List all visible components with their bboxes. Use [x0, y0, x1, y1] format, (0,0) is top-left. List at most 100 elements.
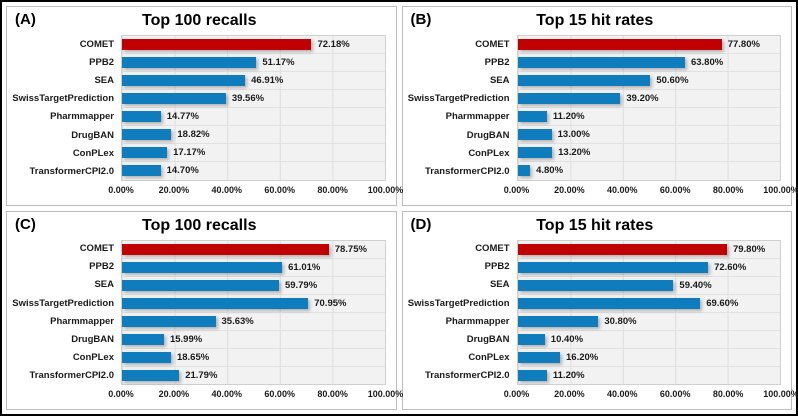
- category-label: SwissTargetPrediction: [407, 93, 510, 105]
- bar-row: 4.80%: [517, 162, 781, 179]
- bar: [517, 75, 651, 87]
- x-tick-label: 80.00%: [712, 389, 744, 399]
- chart-title: Top 100 recalls: [142, 216, 257, 234]
- bar-value-label: 13.00%: [557, 129, 590, 141]
- x-axis-track: 0.00% 20.00% 40.00% 60.00% 80.00% 100.00%: [504, 184, 798, 200]
- category-label: PPB2: [89, 261, 114, 273]
- bar: [122, 129, 172, 141]
- bar-row: 51.17%: [122, 54, 385, 73]
- panel-label: (C): [15, 215, 36, 233]
- x-tick-label: 60.00%: [264, 184, 295, 195]
- bar-row: 69.60%: [517, 295, 780, 313]
- x-tick-label: 40.00%: [607, 389, 638, 399]
- bar-row: 15.99%: [122, 331, 385, 349]
- category-label: Pharmmapper: [445, 111, 510, 123]
- bar-row: 39.56%: [122, 90, 385, 109]
- bar-value-label: 79.80%: [732, 243, 766, 255]
- chart-body: COMET PPB2 SEA SwissTargetPrediction Pharmma…: [407, 35, 781, 181]
- category-label: SwissTargetPrediction: [407, 297, 510, 309]
- bar-value-label: 77.80%: [727, 39, 760, 51]
- bar-row: 11.20%: [517, 108, 780, 127]
- bar: [122, 75, 246, 87]
- bar-value-label: 51.17%: [262, 57, 295, 69]
- category-labels: COMET PPB2 SEA SwissTargetPrediction Pharmma…: [12, 35, 121, 181]
- x-tick-label: 100.00%: [763, 389, 798, 399]
- chart-panel: (D) Top 15 hit rates COMET PPB2 SEA SwissTarg…: [401, 210, 798, 410]
- bar: [517, 243, 727, 255]
- category-label: PPB2: [484, 56, 510, 68]
- category-label: Pharmmapper: [50, 111, 114, 123]
- category-label: COMET: [475, 243, 510, 255]
- bar: [517, 261, 709, 273]
- panel-label: (A): [15, 11, 36, 28]
- category-label: PPB2: [89, 56, 114, 68]
- x-tick-label: 0.00%: [108, 184, 134, 195]
- bar-row: 17.17%: [122, 144, 385, 163]
- bar-row: 78.75%: [122, 241, 385, 259]
- bar-value-label: 4.80%: [536, 165, 564, 177]
- category-label: ConPLex: [468, 147, 510, 159]
- bar-value-label: 16.20%: [566, 351, 599, 363]
- bar-value-label: 78.75%: [334, 243, 367, 255]
- bar-value-label: 61.01%: [288, 261, 321, 273]
- category-label: ConPLex: [72, 147, 114, 159]
- x-tick-label: 60.00%: [659, 389, 691, 399]
- x-axis-track: 0.00% 20.00% 40.00% 60.00% 80.00% 100.00%: [504, 388, 798, 404]
- bar-row: 21.79%: [122, 367, 385, 384]
- category-label: Pharmmapper: [445, 315, 510, 327]
- category-label: TransformerCPI2.0: [425, 370, 510, 382]
- panel-label: (B): [410, 11, 432, 28]
- panel-header: (C) Top 100 recalls: [13, 216, 386, 239]
- bar: [122, 315, 216, 327]
- bar-row: 14.70%: [122, 162, 385, 179]
- chart-body: COMET PPB2 SEA SwissTargetPrediction Pharmma…: [407, 239, 781, 385]
- bar-value-label: 11.20%: [552, 111, 585, 123]
- bar: [517, 351, 561, 363]
- chart-panel: (C) Top 100 recalls COMET PPB2 SEA SwissTarge…: [6, 210, 403, 410]
- x-tick-label: 40.00%: [211, 184, 243, 195]
- bar: [122, 93, 226, 105]
- bar-value-label: 72.18%: [317, 39, 350, 51]
- bar-row: 70.95%: [122, 295, 385, 313]
- bar-value-label: 35.63%: [221, 315, 254, 327]
- bar-row: 18.82%: [122, 126, 385, 145]
- x-axis: 0.00% 20.00% 40.00% 60.00% 80.00% 100.00%: [409, 184, 798, 200]
- bar-value-label: 14.70%: [166, 165, 199, 177]
- bar-value-label: 17.17%: [173, 147, 206, 159]
- bar: [517, 111, 547, 123]
- x-axis-spacer: [409, 388, 517, 404]
- bar: [517, 39, 722, 51]
- x-tick-label: 60.00%: [659, 184, 691, 195]
- bar-value-label: 69.60%: [706, 297, 739, 309]
- bar-row: 72.18%: [122, 36, 385, 55]
- panel-header: (B) Top 15 hit rates: [409, 11, 782, 34]
- bar-row: 39.20%: [517, 90, 780, 109]
- bar-value-label: 18.65%: [176, 351, 210, 363]
- bar-row: 79.80%: [517, 241, 780, 259]
- bar-row: 13.00%: [517, 126, 780, 145]
- x-tick-label: 100.00%: [367, 389, 404, 399]
- x-tick-label: 80.00%: [317, 184, 348, 195]
- bar: [122, 39, 312, 51]
- plot-area: 72.18% 51.17% 46.91% 39.56% 14.77% 18.82% 17.1…: [121, 35, 386, 181]
- bar-row: 46.91%: [122, 72, 385, 91]
- category-label: TransformerCPI2.0: [29, 370, 114, 382]
- category-label: COMET: [79, 38, 114, 50]
- bar-row: 77.80%: [517, 36, 780, 55]
- category-label: COMET: [475, 38, 510, 50]
- bar-row: 61.01%: [122, 259, 385, 277]
- bar: [122, 261, 283, 273]
- bar: [517, 57, 685, 69]
- bar-value-label: 13.20%: [558, 147, 591, 159]
- category-label: DrugBAN: [71, 334, 114, 346]
- category-label: SEA: [94, 74, 114, 86]
- x-tick-label: 100.00%: [367, 184, 404, 195]
- category-labels: COMET PPB2 SEA SwissTargetPrediction Pharmma…: [12, 240, 121, 386]
- bar: [517, 315, 599, 327]
- bar-row: 59.79%: [122, 277, 385, 295]
- bar-value-label: 59.40%: [679, 279, 712, 291]
- bar: [517, 129, 552, 141]
- x-axis-spacer: [13, 388, 121, 404]
- category-label: SwissTargetPrediction: [12, 297, 114, 309]
